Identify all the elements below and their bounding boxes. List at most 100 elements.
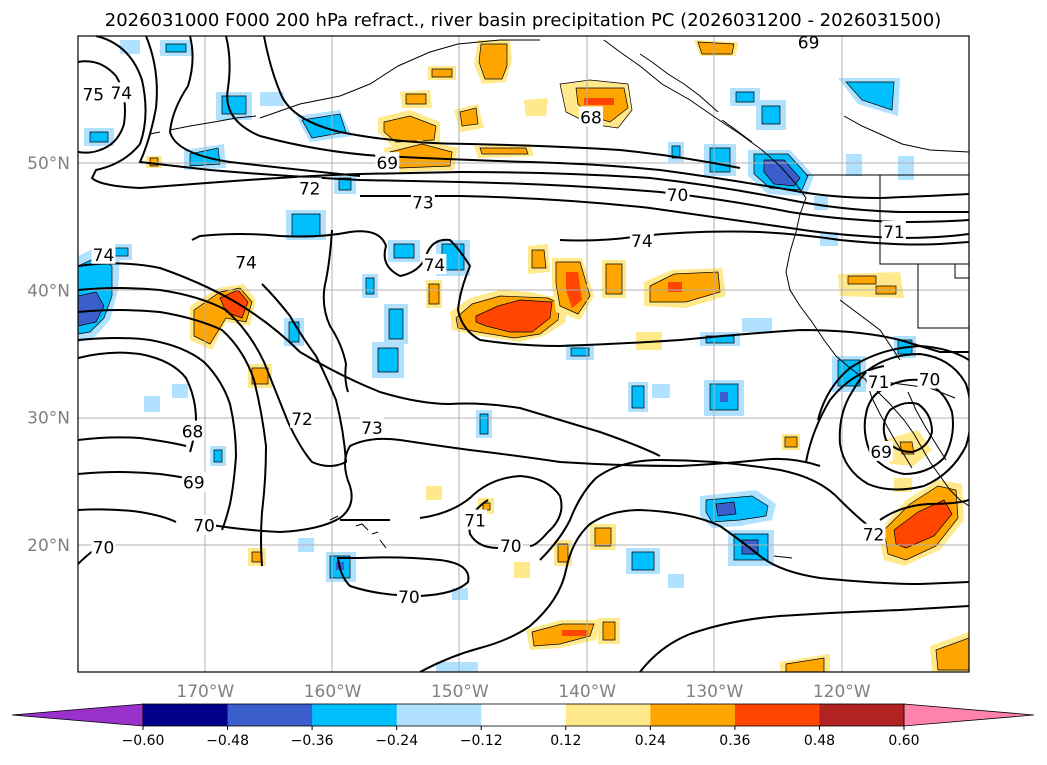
contour-label: 70 xyxy=(667,186,689,206)
coastline-hawaii xyxy=(329,515,387,549)
shade-neg xyxy=(78,291,105,327)
contour-label: 72 xyxy=(863,526,885,546)
lon-tick-label: 140°W xyxy=(558,682,616,702)
contour-line xyxy=(340,474,563,549)
contour-label-bg xyxy=(881,220,906,241)
shade-pos xyxy=(478,43,508,80)
contour-label: 74 xyxy=(110,84,132,104)
contour-label-bg xyxy=(91,243,116,264)
shade-pos xyxy=(459,107,479,127)
contour-label-bg xyxy=(629,229,654,250)
contour-line xyxy=(879,499,969,521)
shade-pos xyxy=(594,527,612,547)
shade-pos xyxy=(479,147,529,155)
contour-label: 72 xyxy=(299,180,321,200)
lon-tick-label: 120°W xyxy=(813,682,871,702)
shade-neg xyxy=(720,392,728,402)
contour-label: 69 xyxy=(376,154,398,174)
contour-label: 75 xyxy=(82,86,104,106)
shade-neg xyxy=(89,131,109,143)
shade-pos xyxy=(584,98,614,105)
coastline-bc xyxy=(639,53,753,143)
chart-title: 2026031000 F000 200 hPa refract., river … xyxy=(105,10,941,31)
coastline-aleutians xyxy=(149,115,257,135)
contour-line xyxy=(78,436,187,447)
contour-label-bg xyxy=(192,514,217,535)
contour-line xyxy=(90,36,969,214)
contour-line xyxy=(78,337,238,531)
shade-neg xyxy=(652,384,670,398)
contour-label-bg xyxy=(861,523,886,544)
contour-label-bg xyxy=(869,440,894,461)
colorbar-bin xyxy=(396,704,482,726)
coastline-us-west xyxy=(785,197,969,507)
contour-line xyxy=(559,230,969,246)
colorbar-tick-label: −0.36 xyxy=(291,733,334,749)
shade-neg xyxy=(846,154,862,176)
shade-pos xyxy=(524,98,548,116)
shade-pos xyxy=(605,263,623,295)
shade-neg xyxy=(761,105,781,125)
shade-neg xyxy=(814,196,828,210)
shade-neg xyxy=(436,662,478,672)
contour-line xyxy=(263,36,741,169)
contour-line xyxy=(78,437,821,534)
shade-pos xyxy=(649,271,721,303)
shade-neg xyxy=(144,396,160,412)
colorbar-tick-label: −0.60 xyxy=(122,733,165,749)
contour-label: 71 xyxy=(464,512,486,532)
contour-label-bg xyxy=(396,585,421,606)
contour-label: 71 xyxy=(868,373,890,393)
shade-pos xyxy=(697,41,735,55)
lon-tick-label: 160°W xyxy=(304,682,362,702)
coastline-alaska-panhandle xyxy=(603,39,807,199)
shade-pos xyxy=(562,630,588,636)
negative-shading xyxy=(78,40,916,672)
shade-neg xyxy=(898,156,914,180)
contour-label-bg xyxy=(234,251,259,272)
contour-label: 72 xyxy=(291,410,313,430)
colorbar-frame xyxy=(142,703,905,727)
shade-neg xyxy=(365,277,375,295)
lat-tick-label: 40°N xyxy=(27,281,70,301)
contour-label: 68 xyxy=(580,108,602,128)
contour-label: 74 xyxy=(631,232,653,252)
colorbar-bin xyxy=(312,704,398,726)
lat-tick-label: 50°N xyxy=(27,154,70,174)
contour-label-bg xyxy=(578,106,603,127)
shade-neg xyxy=(715,501,737,517)
contour-label: 70 xyxy=(398,588,420,608)
contour-label-bg xyxy=(410,191,435,212)
contour-label: 69 xyxy=(870,443,892,463)
contour-label: 70 xyxy=(919,370,941,390)
latitude-ticks: 20°N 30°N 40°N 50°N xyxy=(27,154,70,556)
shade-pos xyxy=(847,275,877,285)
shade-pos xyxy=(557,543,569,563)
shade-pos xyxy=(251,367,269,385)
shade-neg xyxy=(165,43,187,53)
colorbar-bin xyxy=(481,704,567,726)
contour-label: 71 xyxy=(883,223,905,243)
contour-label-bg xyxy=(917,368,942,389)
colorbar-extend-max xyxy=(903,703,1035,727)
lon-tick-label: 150°W xyxy=(431,682,489,702)
shade-pos xyxy=(531,249,547,269)
contour-line xyxy=(419,508,969,672)
shade-neg xyxy=(742,318,772,332)
shade-neg xyxy=(301,113,347,139)
contour-label: 70 xyxy=(500,537,522,557)
colorbar-tick-label: −0.48 xyxy=(206,733,249,749)
contour-label-bg xyxy=(81,83,106,104)
contour-line xyxy=(225,36,969,200)
shade-neg xyxy=(213,449,223,463)
lat-tick-label: 30°N xyxy=(27,409,70,429)
contour-line xyxy=(168,36,361,177)
shade-pos xyxy=(431,68,453,78)
shade-pos xyxy=(935,637,969,671)
contour-label-bg xyxy=(463,509,488,530)
refractivity-contours xyxy=(78,36,969,672)
shade-neg xyxy=(631,551,655,571)
colorbar-bin xyxy=(565,704,651,726)
colorbar-tick-label: −0.24 xyxy=(375,733,418,749)
